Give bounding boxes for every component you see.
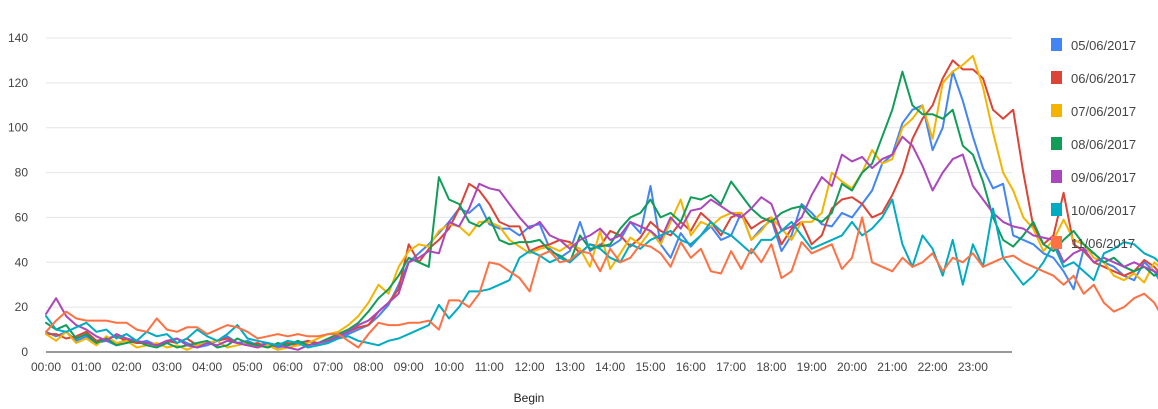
x-tick-label: 08:00 — [353, 360, 383, 374]
x-tick-label: 22:00 — [918, 360, 948, 374]
legend-swatch — [1051, 203, 1062, 216]
x-tick-label: 17:00 — [716, 360, 746, 374]
x-tick-label: 11:00 — [475, 360, 504, 374]
series-lines — [45, 54, 1158, 351]
legend-swatch — [1051, 137, 1062, 150]
x-tick-label: 12:00 — [515, 360, 545, 374]
legend-item[interactable]: 07/06/2017 — [1051, 104, 1136, 119]
series-line-4 — [45, 70, 1158, 349]
legend-label: 07/06/2017 — [1071, 104, 1136, 119]
x-tick-label: 10:00 — [434, 360, 464, 374]
x-axis-ticks: 00:00 01:00 02:00 03:00 04:00 05:00 06:00 07:00… — [31, 360, 988, 374]
series-line-1 — [45, 70, 1158, 349]
x-tick-label: 19:00 — [797, 360, 827, 374]
x-tick-label: 15:00 — [635, 360, 665, 374]
x-tick-label: 14:00 — [595, 360, 625, 374]
legend-swatch — [1051, 236, 1062, 249]
x-tick-label: 16:00 — [676, 360, 706, 374]
y-axis-ticks: 0 20 40 60 80 100 120 140 — [8, 31, 28, 359]
series-line-3 — [45, 54, 1158, 351]
legend-item[interactable]: 08/06/2017 — [1051, 137, 1136, 152]
y-tick-label: 120 — [8, 76, 28, 90]
y-tick-label: 60 — [15, 210, 29, 224]
x-tick-label: 07:00 — [313, 360, 343, 374]
legend-item[interactable]: 05/06/2017 — [1051, 38, 1136, 53]
x-tick-label: 05:00 — [232, 360, 262, 374]
legend-swatch — [1051, 71, 1062, 84]
y-tick-label: 40 — [15, 255, 29, 269]
x-tick-label: 04:00 — [192, 360, 222, 374]
x-axis-title: Begin — [514, 391, 545, 405]
legend-item[interactable]: 06/06/2017 — [1051, 71, 1136, 86]
series-line-7 — [45, 216, 1158, 349]
series-line-6 — [45, 198, 1158, 349]
y-tick-label: 140 — [8, 31, 28, 45]
x-tick-label: 03:00 — [152, 360, 182, 374]
legend-label: 10/06/2017 — [1071, 203, 1136, 218]
x-tick-label: 02:00 — [112, 360, 142, 374]
legend-label: 06/06/2017 — [1071, 71, 1136, 86]
y-tick-label: 20 — [15, 300, 29, 314]
legend-swatch — [1051, 38, 1062, 51]
x-tick-label: 23:00 — [958, 360, 988, 374]
x-tick-label: 20:00 — [837, 360, 867, 374]
gridlines — [46, 37, 1012, 308]
y-tick-label: 100 — [8, 121, 28, 135]
legend-label: 11/06/2017 — [1071, 236, 1135, 251]
legend-item[interactable]: 09/06/2017 — [1051, 170, 1136, 185]
y-tick-label: 80 — [15, 166, 29, 180]
x-tick-label: 01:00 — [71, 360, 101, 374]
x-tick-label: 09:00 — [394, 360, 424, 374]
x-tick-label: 18:00 — [756, 360, 786, 374]
legend-label: 05/06/2017 — [1071, 38, 1136, 53]
x-tick-label: 00:00 — [31, 360, 61, 374]
y-tick-label: 0 — [21, 345, 28, 359]
legend-item[interactable]: 10/06/2017 — [1051, 203, 1136, 218]
x-tick-label: 13:00 — [555, 360, 585, 374]
legend-item[interactable]: 11/06/2017 — [1051, 236, 1135, 251]
legend-swatch — [1051, 170, 1062, 183]
series-line-2 — [45, 59, 1158, 349]
legend-label: 08/06/2017 — [1071, 137, 1136, 152]
legend-swatch — [1051, 104, 1062, 117]
legend-label: 09/06/2017 — [1071, 170, 1136, 185]
legend[interactable]: 05/06/2017 06/06/2017 07/06/2017 08/06/2017… — [1051, 38, 1136, 251]
series-line-5 — [45, 135, 1158, 351]
x-tick-label: 06:00 — [273, 360, 303, 374]
x-tick-label: 21:00 — [877, 360, 907, 374]
